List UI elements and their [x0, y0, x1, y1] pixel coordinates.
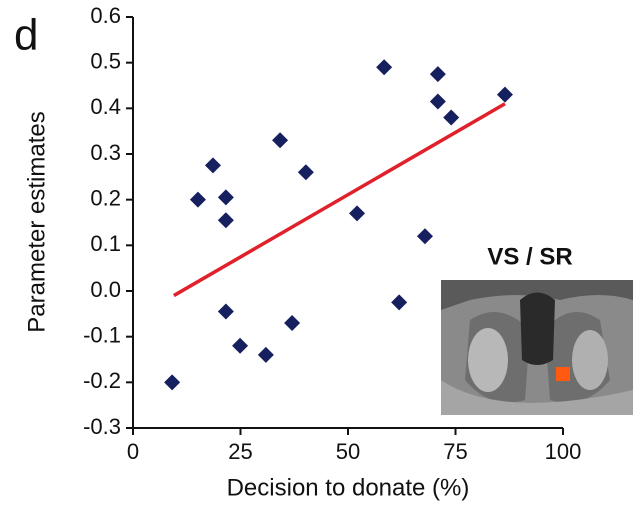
point: [376, 59, 393, 76]
point: [349, 205, 366, 222]
point: [443, 109, 460, 126]
inset-label: VS / SR: [487, 243, 572, 270]
point: [217, 212, 234, 229]
inset-image: [441, 280, 633, 415]
point: [189, 191, 206, 208]
point: [297, 164, 314, 181]
point: [429, 66, 446, 83]
x-tick-label: 75: [443, 439, 467, 464]
point: [284, 314, 301, 331]
x-tick-label: 100: [545, 439, 582, 464]
x-axis-title: Decision to donate (%): [227, 474, 470, 501]
x-tick-label: 0: [127, 439, 139, 464]
y-tick-label: -0.1: [83, 322, 121, 347]
point: [416, 228, 433, 245]
x-tick-label: 50: [336, 439, 360, 464]
y-axis-title: Parameter estimates: [23, 111, 50, 332]
y-tick-label: 0.0: [90, 277, 121, 302]
point: [164, 374, 181, 391]
y-tick-label: 0.1: [90, 231, 121, 256]
point: [496, 86, 513, 103]
y-tick-label: -0.2: [83, 368, 121, 393]
y-tick-label: 0.2: [90, 185, 121, 210]
y-tick-label: 0.5: [90, 48, 121, 73]
point: [272, 132, 289, 149]
point: [217, 303, 234, 320]
panel-label: d: [14, 11, 38, 60]
point: [232, 337, 249, 354]
point: [429, 93, 446, 110]
y-tick-label: -0.3: [83, 414, 121, 439]
fit-line: [172, 102, 506, 298]
point: [204, 157, 221, 174]
point: [257, 346, 274, 363]
x-tick-label: 25: [228, 439, 252, 464]
point: [217, 189, 234, 206]
y-tick-label: 0.6: [90, 3, 121, 28]
point: [391, 294, 408, 311]
y-tick-label: 0.3: [90, 140, 121, 165]
y-tick-label: 0.4: [90, 94, 121, 119]
